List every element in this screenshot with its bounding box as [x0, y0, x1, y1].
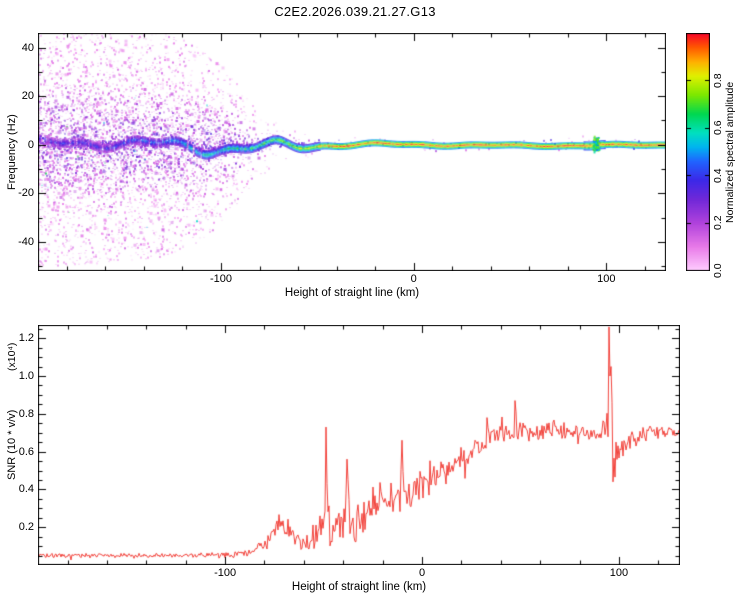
spectrogram-canvas	[38, 33, 666, 271]
y-tick-label: -20	[18, 187, 34, 200]
y-tick-label: -40	[18, 235, 34, 248]
y-tick-label: 0.8	[18, 407, 34, 420]
x-tick-label: -100	[214, 567, 237, 579]
y-tick-label: 40	[21, 41, 34, 54]
snr-canvas	[38, 325, 680, 565]
y-tick-label: 0.2	[18, 521, 34, 534]
x-tick-label: 0	[410, 273, 417, 285]
y-tick-label: 0	[27, 138, 34, 151]
y-tick-label: 0.4	[18, 483, 34, 496]
x-tick-label: 100	[597, 273, 616, 285]
colorbar-label: Normalized spectral amplitude	[724, 81, 736, 223]
snr-x-axis-label: Height of straight line (km)	[291, 581, 427, 593]
y-tick-label: 1.2	[18, 332, 34, 345]
y-tick-label: 20	[21, 90, 34, 103]
y-tick-label: 1.0	[18, 370, 34, 383]
spectrogram-x-axis-label: Height of straight line (km)	[284, 287, 420, 299]
y-tick-label: 0.6	[18, 445, 34, 458]
colorbar-tick-label: 0.6	[712, 120, 724, 136]
colorbar-tick-label: 0.2	[712, 216, 724, 231]
colorbar-tick-label: 0.8	[712, 73, 724, 88]
x-tick-label: 100	[609, 567, 629, 579]
colorbar-canvas	[686, 33, 710, 271]
plot-title: C2E2.2026.039.21.27.G13	[274, 4, 436, 19]
x-tick-label: -100	[209, 273, 233, 285]
x-tick-label: 0	[418, 567, 426, 579]
colorbar-tick-label: 0.4	[712, 168, 724, 184]
colorbar-tick-label: 0.0	[712, 263, 724, 279]
